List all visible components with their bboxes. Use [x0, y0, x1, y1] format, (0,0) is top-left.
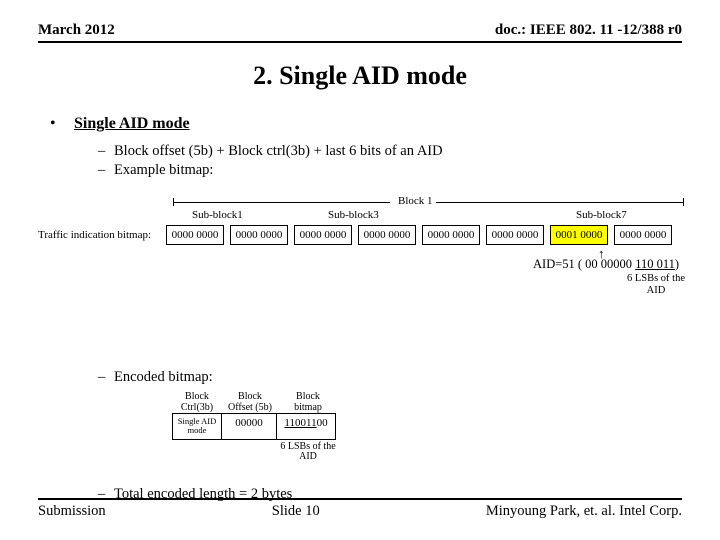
encoded-headers: BlockCtrl(3b) BlockOffset (5b) Blockbitm…: [172, 392, 682, 413]
enc-cell-mode: Single AIDmode: [172, 413, 222, 440]
header-date: March 2012: [38, 22, 115, 39]
slide-footer: Submission Slide 10 Minyoung Park, et. a…: [38, 498, 682, 520]
block1-label: Block 1: [398, 195, 433, 207]
bitmap-cell: 0000 0000: [230, 225, 288, 245]
sub-bullet-list: –Block offset (5b) + Block ctrl(3b) + la…: [98, 143, 682, 179]
enc-hdr-offset: BlockOffset (5b): [222, 392, 278, 413]
bitmap-diagram: Block 1 Sub-block1 Sub-block3 Sub-block7…: [38, 195, 682, 279]
encoded-table: BlockCtrl(3b) BlockOffset (5b) Blockbitm…: [172, 392, 682, 462]
sub-item-2: –Example bitmap:: [98, 162, 682, 179]
sub-item-1: –Block offset (5b) + Block ctrl(3b) + la…: [98, 143, 682, 160]
block-bracket-left: [173, 202, 390, 203]
footer-right: Minyoung Park, et. al. Intel Corp.: [486, 503, 682, 520]
six-lsb-note-below: 6 LSBs of the AID: [278, 442, 338, 463]
slide: March 2012 doc.: IEEE 802. 11 -12/388 r0…: [0, 0, 720, 540]
sub-block-7-label: Sub-block7: [576, 209, 627, 221]
bitmap-cell: 0000 0000: [166, 225, 224, 245]
slide-header: March 2012 doc.: IEEE 802. 11 -12/388 r0: [38, 22, 682, 43]
bracket-cap: [173, 198, 174, 206]
footer-center: Slide 10: [272, 503, 320, 520]
bitmap-cells: 0000 0000 0000 0000 0000 0000 0000 0000 …: [166, 225, 672, 245]
enc-cell-offset: 00000: [221, 413, 277, 440]
bullet-marker: •: [50, 115, 74, 133]
bitmap-cell: 0000 0000: [614, 225, 672, 245]
bitmap-cell-highlight: 0001 0000: [550, 225, 608, 245]
bitmap-cell: 0000 0000: [294, 225, 352, 245]
bitmap-cell: 0000 0000: [358, 225, 416, 245]
sub-item-3: –Encoded bitmap:: [98, 369, 682, 386]
six-lsb-note-right: 6 LSBs of the AID: [626, 273, 686, 296]
sub-block-1-label: Sub-block1: [192, 209, 243, 221]
slide-title: 2. Single AID mode: [38, 61, 682, 91]
bitmap-cell: 0000 0000: [486, 225, 544, 245]
bitmap-cell: 0000 0000: [422, 225, 480, 245]
bracket-cap: [683, 198, 684, 206]
enc-hdr-bitmap: Blockbitmap: [278, 392, 338, 413]
aid-annotation: AID=51 ( 00 00000 110 011): [533, 257, 679, 272]
bullet-main: • Single AID mode: [50, 115, 682, 133]
enc-hdr-ctrl: BlockCtrl(3b): [172, 392, 222, 413]
footer-left: Submission: [38, 503, 106, 520]
header-doc: doc.: IEEE 802. 11 -12/388 r0: [495, 22, 682, 39]
encoded-below-labels: 6 LSBs of the AID: [172, 440, 682, 463]
enc-cell-bitmap: 11001100: [276, 413, 336, 440]
block-bracket-right: [436, 202, 684, 203]
encoded-cells: Single AIDmode 00000 11001100: [172, 413, 682, 440]
traffic-indication-label: Traffic indication bitmap:: [38, 229, 151, 241]
bullet-text: Single AID mode: [74, 115, 190, 133]
sub-block-3-label: Sub-block3: [328, 209, 379, 221]
